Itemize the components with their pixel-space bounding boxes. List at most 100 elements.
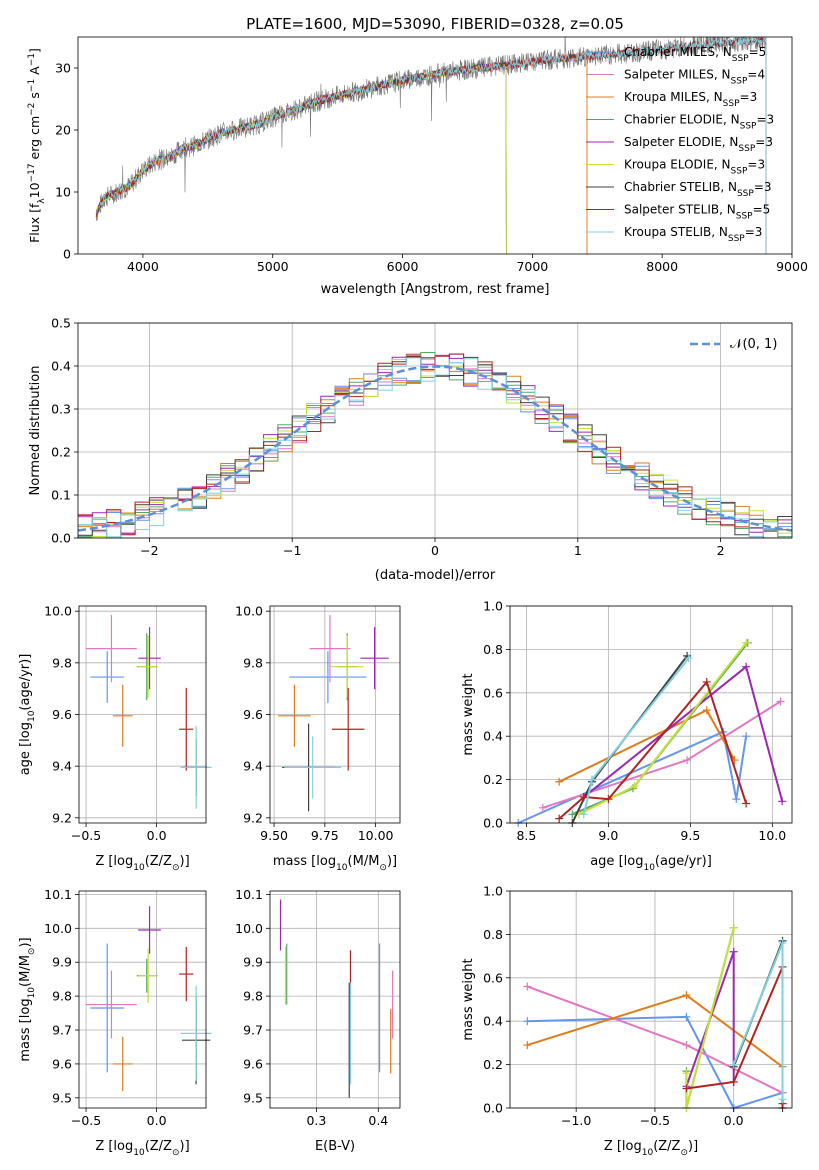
x-axis-label: Z [log10(Z/Z⊙)] xyxy=(95,854,189,873)
legend-label: Salpeter MILES, NSSP=4 xyxy=(624,68,765,87)
x-tick-label: 2 xyxy=(717,543,725,558)
y-tick-label: 0.2 xyxy=(483,772,503,787)
axes-massweight-vs-Z: −1.0 −0.5 0.0 0.0 0.2 0.4 0.6 0.8 1.0 Z [log10(Z/… xyxy=(461,884,793,1158)
x-axis-label: E(B-V) xyxy=(315,1139,355,1154)
series-marker xyxy=(776,697,785,706)
axes-residuals: −2 −1 0 1 2 0.0 0.1 0.2 0.3 0.4 0.5 𝒩(0, 1) (data-mo… xyxy=(28,316,793,583)
y-axis-label: mass weight xyxy=(461,958,476,1040)
y-tick-label: 0.6 xyxy=(483,685,503,700)
series-marker xyxy=(579,810,588,819)
axes-age-vs-Z: −0.5 0.0 9.2 9.4 9.6 9.8 10.0 Z [log10(Z/Z⊙)] ag… xyxy=(18,604,212,873)
x-tick-label: 0 xyxy=(431,543,439,558)
series-marker xyxy=(702,677,711,686)
x-axis-label: Z [log10(Z/Z⊙)] xyxy=(95,1139,189,1158)
series-marker xyxy=(778,797,787,806)
x-tick-label: 9.50 xyxy=(260,828,288,843)
histogram-line xyxy=(78,357,792,538)
x-tick-label: 6000 xyxy=(387,259,419,274)
y-tick-label: 0.0 xyxy=(483,1101,503,1116)
series-marker xyxy=(684,654,693,663)
x-tick-label: 9.75 xyxy=(311,828,339,843)
series-marker xyxy=(729,1060,738,1069)
y-tick-label: 9.5 xyxy=(243,1090,263,1105)
series-marker xyxy=(604,795,613,804)
series-marker xyxy=(523,1041,532,1050)
y-tick-label: 10.1 xyxy=(44,887,72,902)
axes-massweight-vs-age: 8.5 9.0 9.5 10.0 0.0 0.2 0.4 0.6 0.8 1.0 age [log1… xyxy=(461,599,793,873)
y-axis-label: age [log10(age/yr)] xyxy=(18,654,37,776)
series-marker xyxy=(682,1041,691,1050)
series-line xyxy=(527,1015,783,1110)
y-tick-label: 10 xyxy=(55,185,71,200)
legend-label: Kroupa MILES, NSSP=3 xyxy=(624,90,757,109)
gaussian-curve xyxy=(78,365,792,532)
x-axis-label: (data-model)/error xyxy=(375,568,496,583)
series-marker xyxy=(778,939,787,948)
y-tick-label: 0.4 xyxy=(51,359,71,374)
x-tick-label: −0.5 xyxy=(640,1113,670,1128)
series-marker xyxy=(729,1077,738,1086)
y-tick-label: 0.4 xyxy=(483,1014,503,1029)
series-marker xyxy=(538,803,547,812)
plot-area xyxy=(514,638,787,827)
histogram-line xyxy=(78,353,792,538)
axis-frame xyxy=(78,890,207,1109)
y-axis-label: mass [log10(M/M⊙)] xyxy=(18,937,37,1061)
axes-age-vs-mass: 9.50 9.75 10.00 9.2 9.4 9.6 9.8 10.0 mass [log10… xyxy=(235,604,401,873)
plot-area xyxy=(278,615,389,812)
y-tick-label: 9.9 xyxy=(243,955,263,970)
series-marker xyxy=(729,923,738,932)
y-tick-label: 0 xyxy=(63,247,71,262)
y-tick-label: 0.8 xyxy=(483,642,503,657)
series-marker xyxy=(523,982,532,991)
x-tick-label: 8000 xyxy=(646,259,678,274)
legend-label: Chabrier ELODIE, NSSP=3 xyxy=(624,113,774,132)
x-tick-label: 7000 xyxy=(516,259,548,274)
y-tick-label: 10.0 xyxy=(235,604,263,619)
y-axis-label: Flux [fλ10−17 erg cm−2 s−1 A−1] xyxy=(27,48,47,243)
x-tick-label: −1 xyxy=(283,543,301,558)
y-tick-label: 9.2 xyxy=(243,810,263,825)
x-tick-label: −0.5 xyxy=(71,828,101,843)
y-tick-label: 9.8 xyxy=(52,655,72,670)
y-tick-label: 9.8 xyxy=(243,655,263,670)
series-marker xyxy=(732,795,741,804)
y-axis-label: Normed distribution xyxy=(28,366,43,496)
axis-frame xyxy=(269,605,401,824)
series-marker xyxy=(682,1012,691,1021)
axes-spectrum: 4000 5000 6000 7000 8000 9000 0 10 20 30 Chabrier … xyxy=(27,36,808,297)
y-tick-label: 0.2 xyxy=(51,445,71,460)
axis-frame xyxy=(509,890,793,1109)
plot-area xyxy=(95,37,767,254)
axis-frame xyxy=(509,605,793,824)
y-tick-label: 9.6 xyxy=(243,1056,263,1071)
series-marker xyxy=(702,706,711,715)
y-tick-label: 10.0 xyxy=(44,604,72,619)
legend-label: Chabrier MILES, NSSP=5 xyxy=(624,45,766,64)
y-tick-label: 0.1 xyxy=(51,488,71,503)
y-tick-label: 30 xyxy=(55,61,71,76)
x-tick-label: 4000 xyxy=(127,259,159,274)
model-spectrum-line xyxy=(95,37,767,254)
histogram-line xyxy=(78,354,792,538)
series-marker xyxy=(778,1095,787,1104)
y-tick-label: 0.3 xyxy=(51,402,71,417)
legend-label: Kroupa ELODIE, NSSP=3 xyxy=(624,158,765,177)
y-tick-label: 0.4 xyxy=(483,729,503,744)
series-marker xyxy=(587,775,596,784)
x-tick-label: 5000 xyxy=(257,259,289,274)
y-tick-label: 9.6 xyxy=(52,707,72,722)
plot-area xyxy=(279,899,394,1098)
x-tick-label: 9.0 xyxy=(598,828,618,843)
series-marker xyxy=(555,777,564,786)
axes-mass-vs-EBV: 0.3 0.4 9.5 9.6 9.7 9.8 9.9 10.0 10.1 E(B-V) xyxy=(235,887,401,1154)
x-tick-label: 9000 xyxy=(776,259,808,274)
y-axis-label: mass weight xyxy=(461,673,476,755)
x-tick-label: 0.3 xyxy=(306,1113,326,1128)
y-tick-label: 0.5 xyxy=(51,316,71,331)
series-marker xyxy=(683,756,692,765)
y-tick-label: 0.0 xyxy=(483,816,503,831)
x-tick-label: 0.4 xyxy=(368,1113,388,1128)
series-marker xyxy=(555,814,564,823)
